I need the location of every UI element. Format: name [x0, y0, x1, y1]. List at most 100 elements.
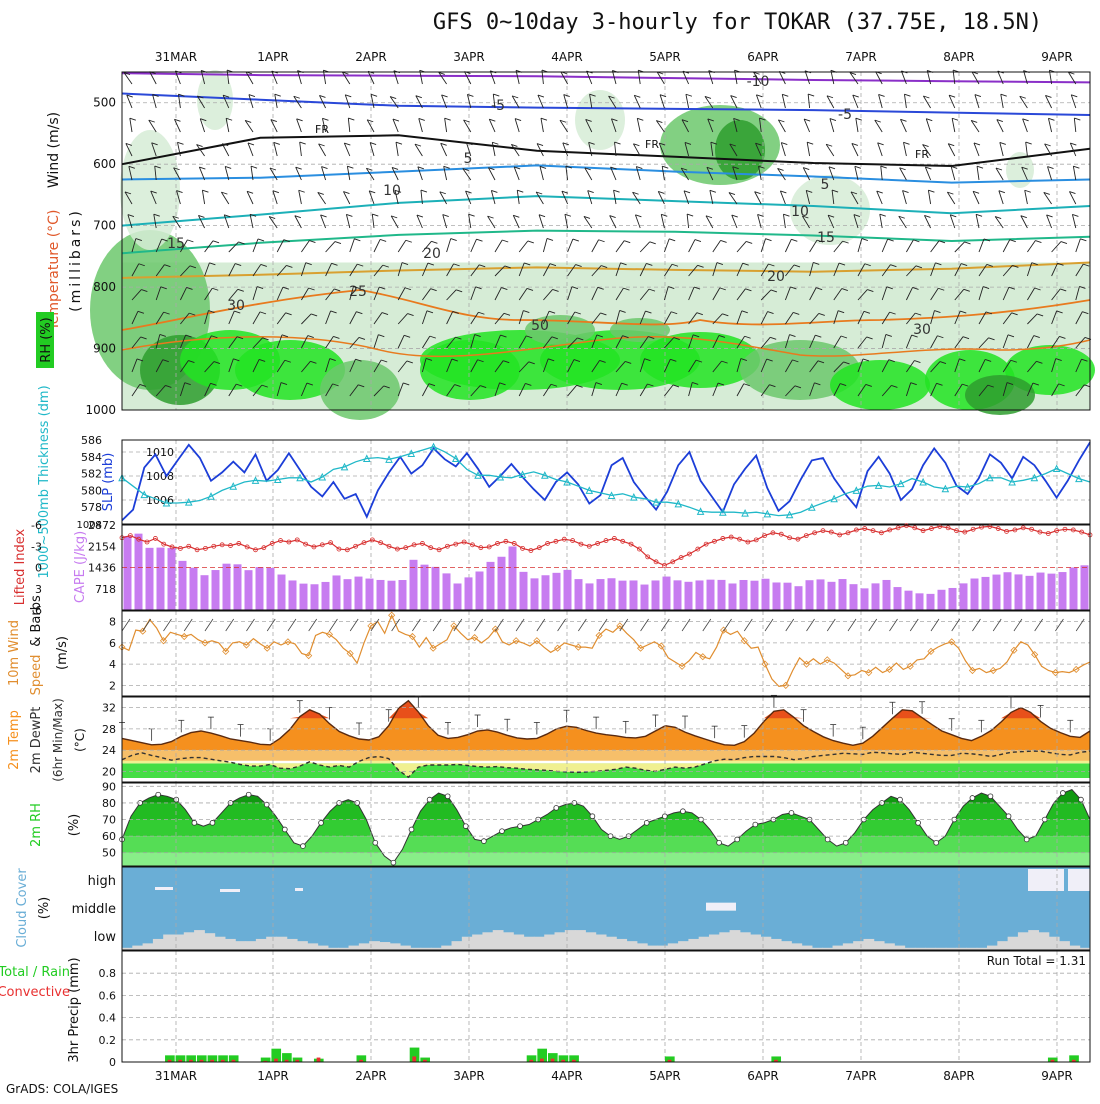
wind-barb — [567, 359, 575, 373]
wind-barb — [200, 70, 206, 85]
wind-barb — [634, 214, 641, 229]
wind-barb — [247, 142, 254, 157]
wind-barb — [974, 94, 980, 109]
wind-barb-flag — [559, 119, 567, 123]
wind-barb-flag — [296, 118, 303, 122]
wind-barb-flag — [745, 288, 752, 292]
wind-barb — [397, 287, 406, 301]
wind-barb-flag — [390, 96, 397, 99]
cloud-low-bar — [266, 936, 277, 950]
cloud-low-bar — [472, 934, 483, 950]
wind-barb-10m — [412, 618, 421, 632]
lifted-index-marker — [219, 542, 225, 548]
cape-bar — [387, 580, 396, 610]
cape-bar — [783, 582, 792, 610]
wind-barb-flag — [876, 190, 883, 194]
lifted-index-marker — [670, 559, 676, 565]
wind-barb-flag — [1031, 262, 1038, 266]
wind-barb-flag — [608, 95, 615, 99]
wind-speed-marker — [989, 666, 997, 675]
wind-barb-flag — [480, 385, 487, 389]
wind-ylabel-group-2: Speed& Barbs — [29, 595, 44, 695]
date-label-bottom: 4APR — [551, 1069, 582, 1083]
cloud-row-label: high — [88, 874, 116, 889]
cape-bar — [453, 583, 462, 610]
wind-barb-flag — [1070, 142, 1077, 146]
wind-barb — [930, 383, 937, 397]
cloud-low-bar — [935, 947, 947, 950]
wind-barb-10m — [204, 618, 214, 632]
wind-barb-10m — [432, 618, 442, 632]
contour-label: 20 — [423, 246, 441, 262]
wind-ylabel-group-3: (m/s) — [55, 636, 70, 670]
wind-barb — [1026, 335, 1035, 349]
wind-barb-flag — [706, 166, 714, 170]
wind-barb-flag — [681, 167, 688, 171]
date-label-top: 31MAR — [155, 50, 197, 64]
cape-bar — [343, 579, 352, 610]
wind-ylabel-group: 10m Wind — [7, 620, 22, 686]
wind-barb — [252, 238, 259, 253]
millibar-ylabel-group: (millibars) — [68, 208, 84, 312]
wind-barb-flag — [729, 143, 736, 147]
contour-label: 15 — [817, 230, 835, 246]
cape-bar — [926, 593, 935, 610]
wind-barb-flag — [849, 72, 857, 75]
cape-bar — [739, 579, 748, 610]
wind-barb — [857, 336, 867, 349]
wind-speed-marker — [740, 637, 748, 645]
wind-barb-flag — [546, 238, 554, 241]
thickness-marker — [540, 471, 549, 479]
wind-barb-flag — [151, 142, 158, 146]
wind-barb-flag — [1007, 334, 1015, 338]
rh-2m-marker — [987, 793, 994, 800]
wind-barb-flag — [806, 189, 813, 193]
precip-total-bar — [409, 1047, 420, 1062]
wind-barb-10m — [619, 618, 629, 632]
wind-barb-flag — [817, 360, 825, 364]
contour-label: 30 — [227, 298, 245, 314]
wind-speed-marker — [118, 643, 126, 651]
wind-barb-flag — [456, 289, 463, 293]
wind-barb-flag — [647, 383, 654, 387]
thickness-marker — [518, 470, 527, 478]
wind-barb — [995, 167, 1004, 181]
wind-barb — [1002, 312, 1012, 325]
wind-barb-flag — [1006, 382, 1014, 385]
wind-barb-flag — [1080, 238, 1087, 242]
wind-barb — [228, 263, 236, 277]
wind-barb — [349, 311, 357, 325]
wind-barb — [994, 216, 1004, 229]
wind-barb-flag — [514, 166, 521, 170]
wind-barb-flag — [257, 238, 265, 242]
wind-barb — [368, 190, 375, 205]
wind-barb-flag — [414, 143, 422, 147]
wind-barb — [1043, 192, 1052, 205]
wind-barb — [1019, 96, 1028, 109]
rh-2m-marker — [589, 813, 596, 819]
lifted-index-marker — [478, 545, 484, 551]
rh-tick-label: 70 — [102, 814, 116, 827]
wind-barb-10m — [702, 618, 712, 632]
wind-barb-flag — [527, 240, 534, 244]
wind-barb — [639, 263, 647, 277]
temp-axis-label: 2m Temp — [7, 710, 22, 770]
wind-barb — [373, 359, 382, 373]
wind-speed-marker — [657, 642, 665, 650]
rh-2m-marker — [282, 826, 288, 833]
wind-barb — [760, 358, 768, 373]
cape-bar — [1080, 565, 1089, 610]
wind-barb-flag — [1048, 117, 1055, 121]
wind-barb-flag — [426, 310, 434, 314]
wind-barb — [390, 215, 399, 229]
wind-barb-10m — [1075, 618, 1085, 632]
cape-bar — [497, 556, 506, 610]
cloud-low-bar — [1059, 941, 1070, 950]
precip-convective-bar — [561, 1059, 566, 1062]
wind-barb-flag — [782, 93, 789, 97]
wind-barb-flag — [670, 358, 677, 362]
lifted-index-marker — [954, 528, 959, 534]
cloud-low-bar — [956, 947, 967, 950]
wind-barb — [688, 286, 695, 301]
wind-barb-flag — [425, 358, 433, 361]
